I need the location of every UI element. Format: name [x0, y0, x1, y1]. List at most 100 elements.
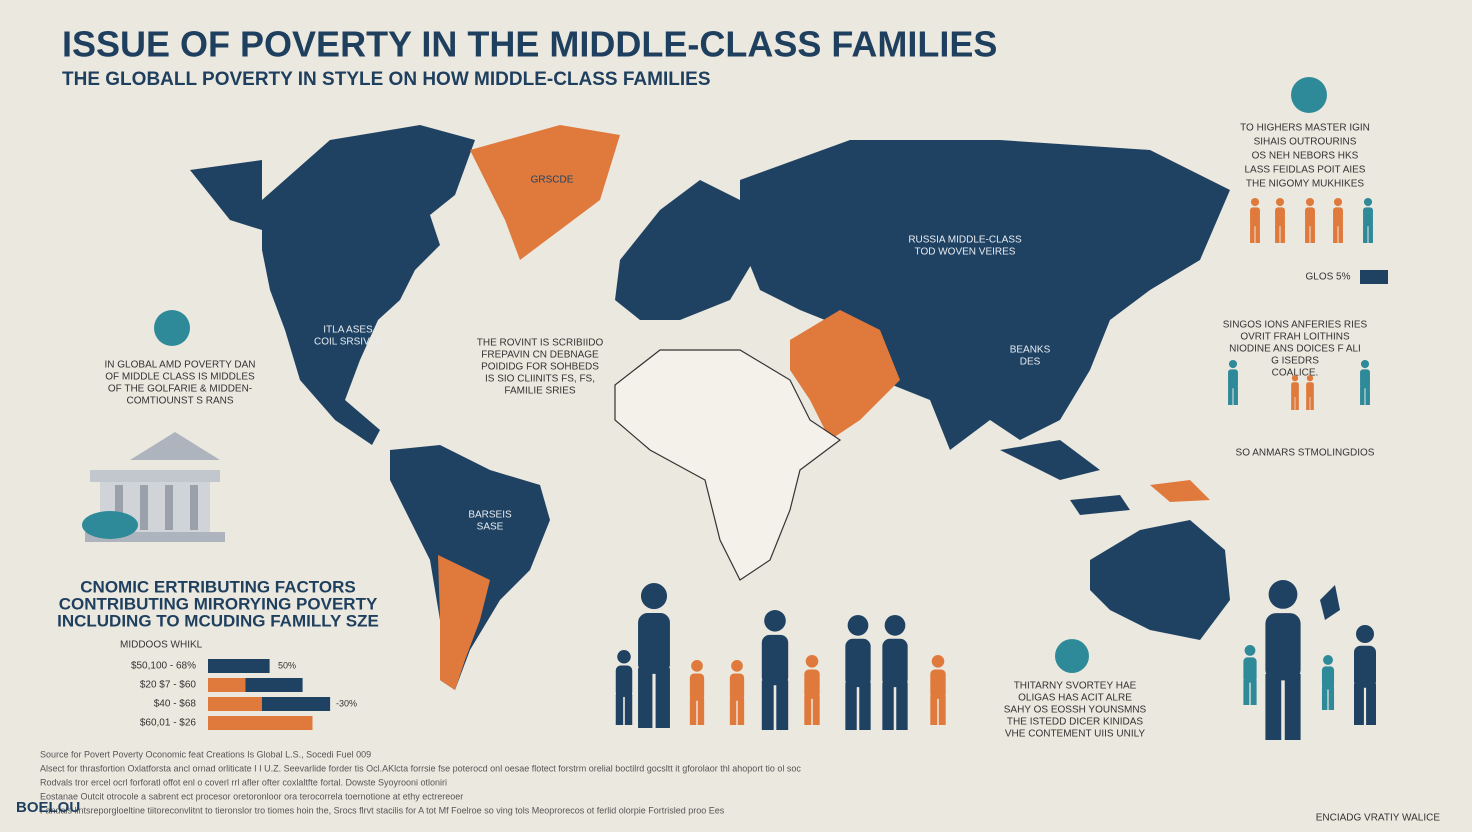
- new-guinea: [1150, 480, 1210, 502]
- person-leg: [655, 668, 670, 728]
- person-body: [761, 634, 789, 686]
- chart-title: MIDDOOS WHIKL: [120, 640, 203, 651]
- globes: [154, 77, 1327, 673]
- bar: [261, 697, 331, 711]
- person-leg: [638, 668, 653, 728]
- person-head: [847, 615, 869, 636]
- person-body: [1354, 645, 1376, 688]
- person-body: [689, 673, 705, 701]
- person-head: [1323, 655, 1333, 665]
- person-body: [882, 638, 908, 688]
- panel-line: THE NIGOMY MUKHIKES: [1246, 179, 1364, 190]
- person-head: [731, 660, 743, 672]
- person-head: [805, 655, 819, 668]
- map-label: SASE: [477, 522, 504, 533]
- footer-line: Rodvals tror ercel ocrl forforatl offot …: [40, 777, 447, 787]
- map-label: COIL SRSIVLE: [314, 337, 382, 348]
- map-label: DES: [1020, 357, 1041, 368]
- category-label: $40 - $68: [154, 699, 197, 710]
- person-leg: [1228, 386, 1233, 405]
- person-leg: [1233, 386, 1238, 405]
- map-label: GRSCDE: [531, 175, 574, 186]
- credit: ENCIADG VRATIY WALICE: [1316, 813, 1441, 824]
- person-head: [1333, 198, 1343, 207]
- panel-line: G ISEDRS: [1271, 356, 1319, 367]
- person-leg: [845, 682, 857, 730]
- greenland: [470, 125, 620, 260]
- bar: [208, 678, 246, 692]
- person-head: [617, 650, 631, 664]
- person-leg: [1295, 395, 1299, 410]
- map-label: THE ROVINT IS SCRIBIIDO: [477, 338, 604, 349]
- person-leg: [896, 682, 908, 730]
- map-label: TOD WOVEN VEIRES: [915, 247, 1016, 258]
- person-leg: [1354, 683, 1364, 725]
- person-leg: [1305, 224, 1310, 243]
- note-line: OF THE GOLFARIE & MIDDEN-: [108, 384, 252, 395]
- person-head: [1244, 645, 1256, 656]
- panel-line: SO ANMARS STMOLINGDIOS: [1236, 448, 1375, 459]
- person-body: [845, 638, 871, 688]
- person-head: [1291, 375, 1299, 382]
- panel-line: LASS FEIDLAS POIT AIES: [1245, 165, 1366, 176]
- subtitle: THE GLOBALL POVERTY IN STYLE ON HOW MIDD…: [62, 69, 711, 90]
- map-label: FREPAVIN CN DEBNAGE: [481, 350, 599, 361]
- panel-line: TO HIGHERS MASTER IGIN: [1240, 123, 1370, 134]
- person-body: [1321, 666, 1335, 690]
- person-body: [1275, 207, 1285, 227]
- person-body: [729, 673, 745, 701]
- person-body: [1306, 382, 1314, 397]
- panel-line: NIODINE ANS DOICES F ALI: [1229, 344, 1361, 355]
- title: ISSUE OF POVERTY IN THE MIDDLE-CLASS FAM…: [62, 24, 997, 65]
- bar: [208, 697, 262, 711]
- footer-line: Alsect for thrasfortion Oxlatforsta ancl…: [40, 763, 801, 773]
- factor-line: CNOMIC ERTRIBUTING FACTORS: [80, 577, 355, 596]
- europe: [615, 180, 760, 320]
- panel-line: SINGOS IONS ANFERIES RIES: [1223, 320, 1368, 331]
- map-label: IS SIO CLIINITS FS, FS,: [485, 374, 595, 385]
- person-leg: [697, 698, 705, 725]
- person-head: [931, 655, 945, 668]
- person-leg: [1360, 386, 1365, 405]
- person-leg: [804, 696, 812, 725]
- person-leg: [1366, 683, 1376, 725]
- person-body: [1305, 207, 1315, 227]
- person-leg: [1338, 224, 1343, 243]
- person-leg: [882, 682, 894, 730]
- map-label: FAMILIE SRIES: [504, 386, 575, 397]
- person-leg: [1250, 224, 1255, 243]
- map-label: ITLA ASES: [323, 325, 373, 336]
- person-leg: [1333, 224, 1338, 243]
- person-leg: [729, 698, 737, 725]
- person-head: [1268, 580, 1298, 609]
- note-line: THITARNY SVORTEY HAE: [1014, 681, 1137, 692]
- person-head: [1356, 625, 1374, 643]
- person-head: [691, 660, 703, 672]
- person-head: [640, 583, 668, 610]
- person-body: [1228, 369, 1238, 389]
- south-america: [390, 445, 550, 690]
- person-leg: [812, 696, 820, 725]
- note-line: OF MIDDLE CLASS IS MIDDLES: [105, 372, 255, 383]
- person-body: [1360, 369, 1370, 389]
- person-leg: [1310, 224, 1315, 243]
- person-body: [638, 613, 670, 674]
- category-label: $60,01 - $26: [140, 718, 197, 729]
- person-leg: [776, 680, 789, 730]
- world-map: [190, 125, 1340, 690]
- note-line: IN GLOBAL AMD POVERTY DAN: [105, 360, 256, 371]
- person-leg: [761, 680, 774, 730]
- panel-caption: GLOS 5%: [1305, 272, 1350, 283]
- person-leg: [737, 698, 745, 725]
- map-label: BARSEIS: [468, 510, 512, 521]
- islands: [1000, 440, 1130, 515]
- person-leg: [1310, 395, 1314, 410]
- map-label: POIDIDG FOR SOHBEDS: [481, 362, 599, 373]
- person-head: [1250, 198, 1260, 207]
- footer-line: Eostanae Outcit otrocole a sabrent ect p…: [40, 791, 463, 801]
- panel-line: SIHAIS OUTROURINS: [1254, 137, 1357, 148]
- footer-line: Fandals lintsreporgloeltine tiitoreconvl…: [40, 805, 725, 815]
- person-leg: [1365, 386, 1370, 405]
- footer-line: Source for Povert Poverty Oconomic feat …: [40, 749, 371, 759]
